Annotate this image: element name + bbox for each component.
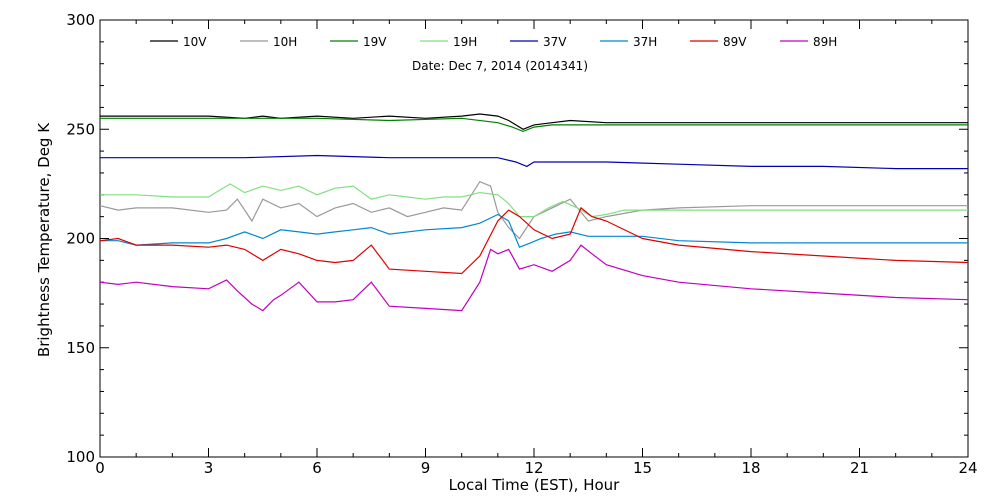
x-tick-label: 18: [741, 459, 760, 477]
series-line-37h: [100, 213, 968, 248]
y-tick-label: 150: [66, 339, 95, 357]
plot-frame: [99, 19, 969, 458]
legend-label-89h: 89H: [813, 35, 837, 49]
legend-label-10h: 10H: [273, 35, 297, 49]
series-line-10h: [99, 180, 968, 240]
x-axis-title: Local Time (EST), Hour: [449, 476, 620, 494]
legend: 10V 10H 19V 19H 37V 37H 89V 89H: [150, 35, 837, 49]
series-line-37v: [100, 154, 968, 170]
series-line-89h: [99, 244, 969, 312]
y-axis-ticks: 100 150 200 250 300: [66, 11, 968, 466]
x-axis-ticks: 0 3 6 9 12 15 18 21 24: [95, 20, 978, 477]
chart-subtitle: Date: Dec 7, 2014 (2014341): [412, 59, 588, 73]
legend-label-10v: 10V: [183, 35, 207, 49]
y-axis-title: Brightness Temperature, Deg K: [35, 122, 53, 357]
legend-label-89v: 89V: [723, 35, 747, 49]
y-tick-label: 250: [66, 120, 95, 138]
y-tick-label: 200: [66, 230, 95, 248]
x-tick-label: 21: [850, 459, 869, 477]
legend-label-37h: 37H: [633, 35, 657, 49]
y-tick-label: 100: [66, 448, 95, 466]
legend-label-19h: 19H: [453, 35, 477, 49]
legend-label-19v: 19V: [363, 35, 387, 49]
series-lines: [99, 113, 969, 312]
x-tick-label: 15: [633, 459, 652, 477]
x-tick-label: 9: [421, 459, 431, 477]
series-line-89v: [99, 206, 969, 275]
x-tick-label: 24: [958, 459, 977, 477]
x-tick-label: 3: [204, 459, 214, 477]
x-tick-label: 12: [524, 459, 543, 477]
series-line-19h: [100, 183, 968, 218]
legend-label-37v: 37V: [543, 35, 567, 49]
series-line-19v: [100, 117, 968, 133]
x-tick-label: 0: [95, 459, 105, 477]
x-tick-label: 6: [312, 459, 322, 477]
y-tick-label: 300: [66, 11, 95, 29]
